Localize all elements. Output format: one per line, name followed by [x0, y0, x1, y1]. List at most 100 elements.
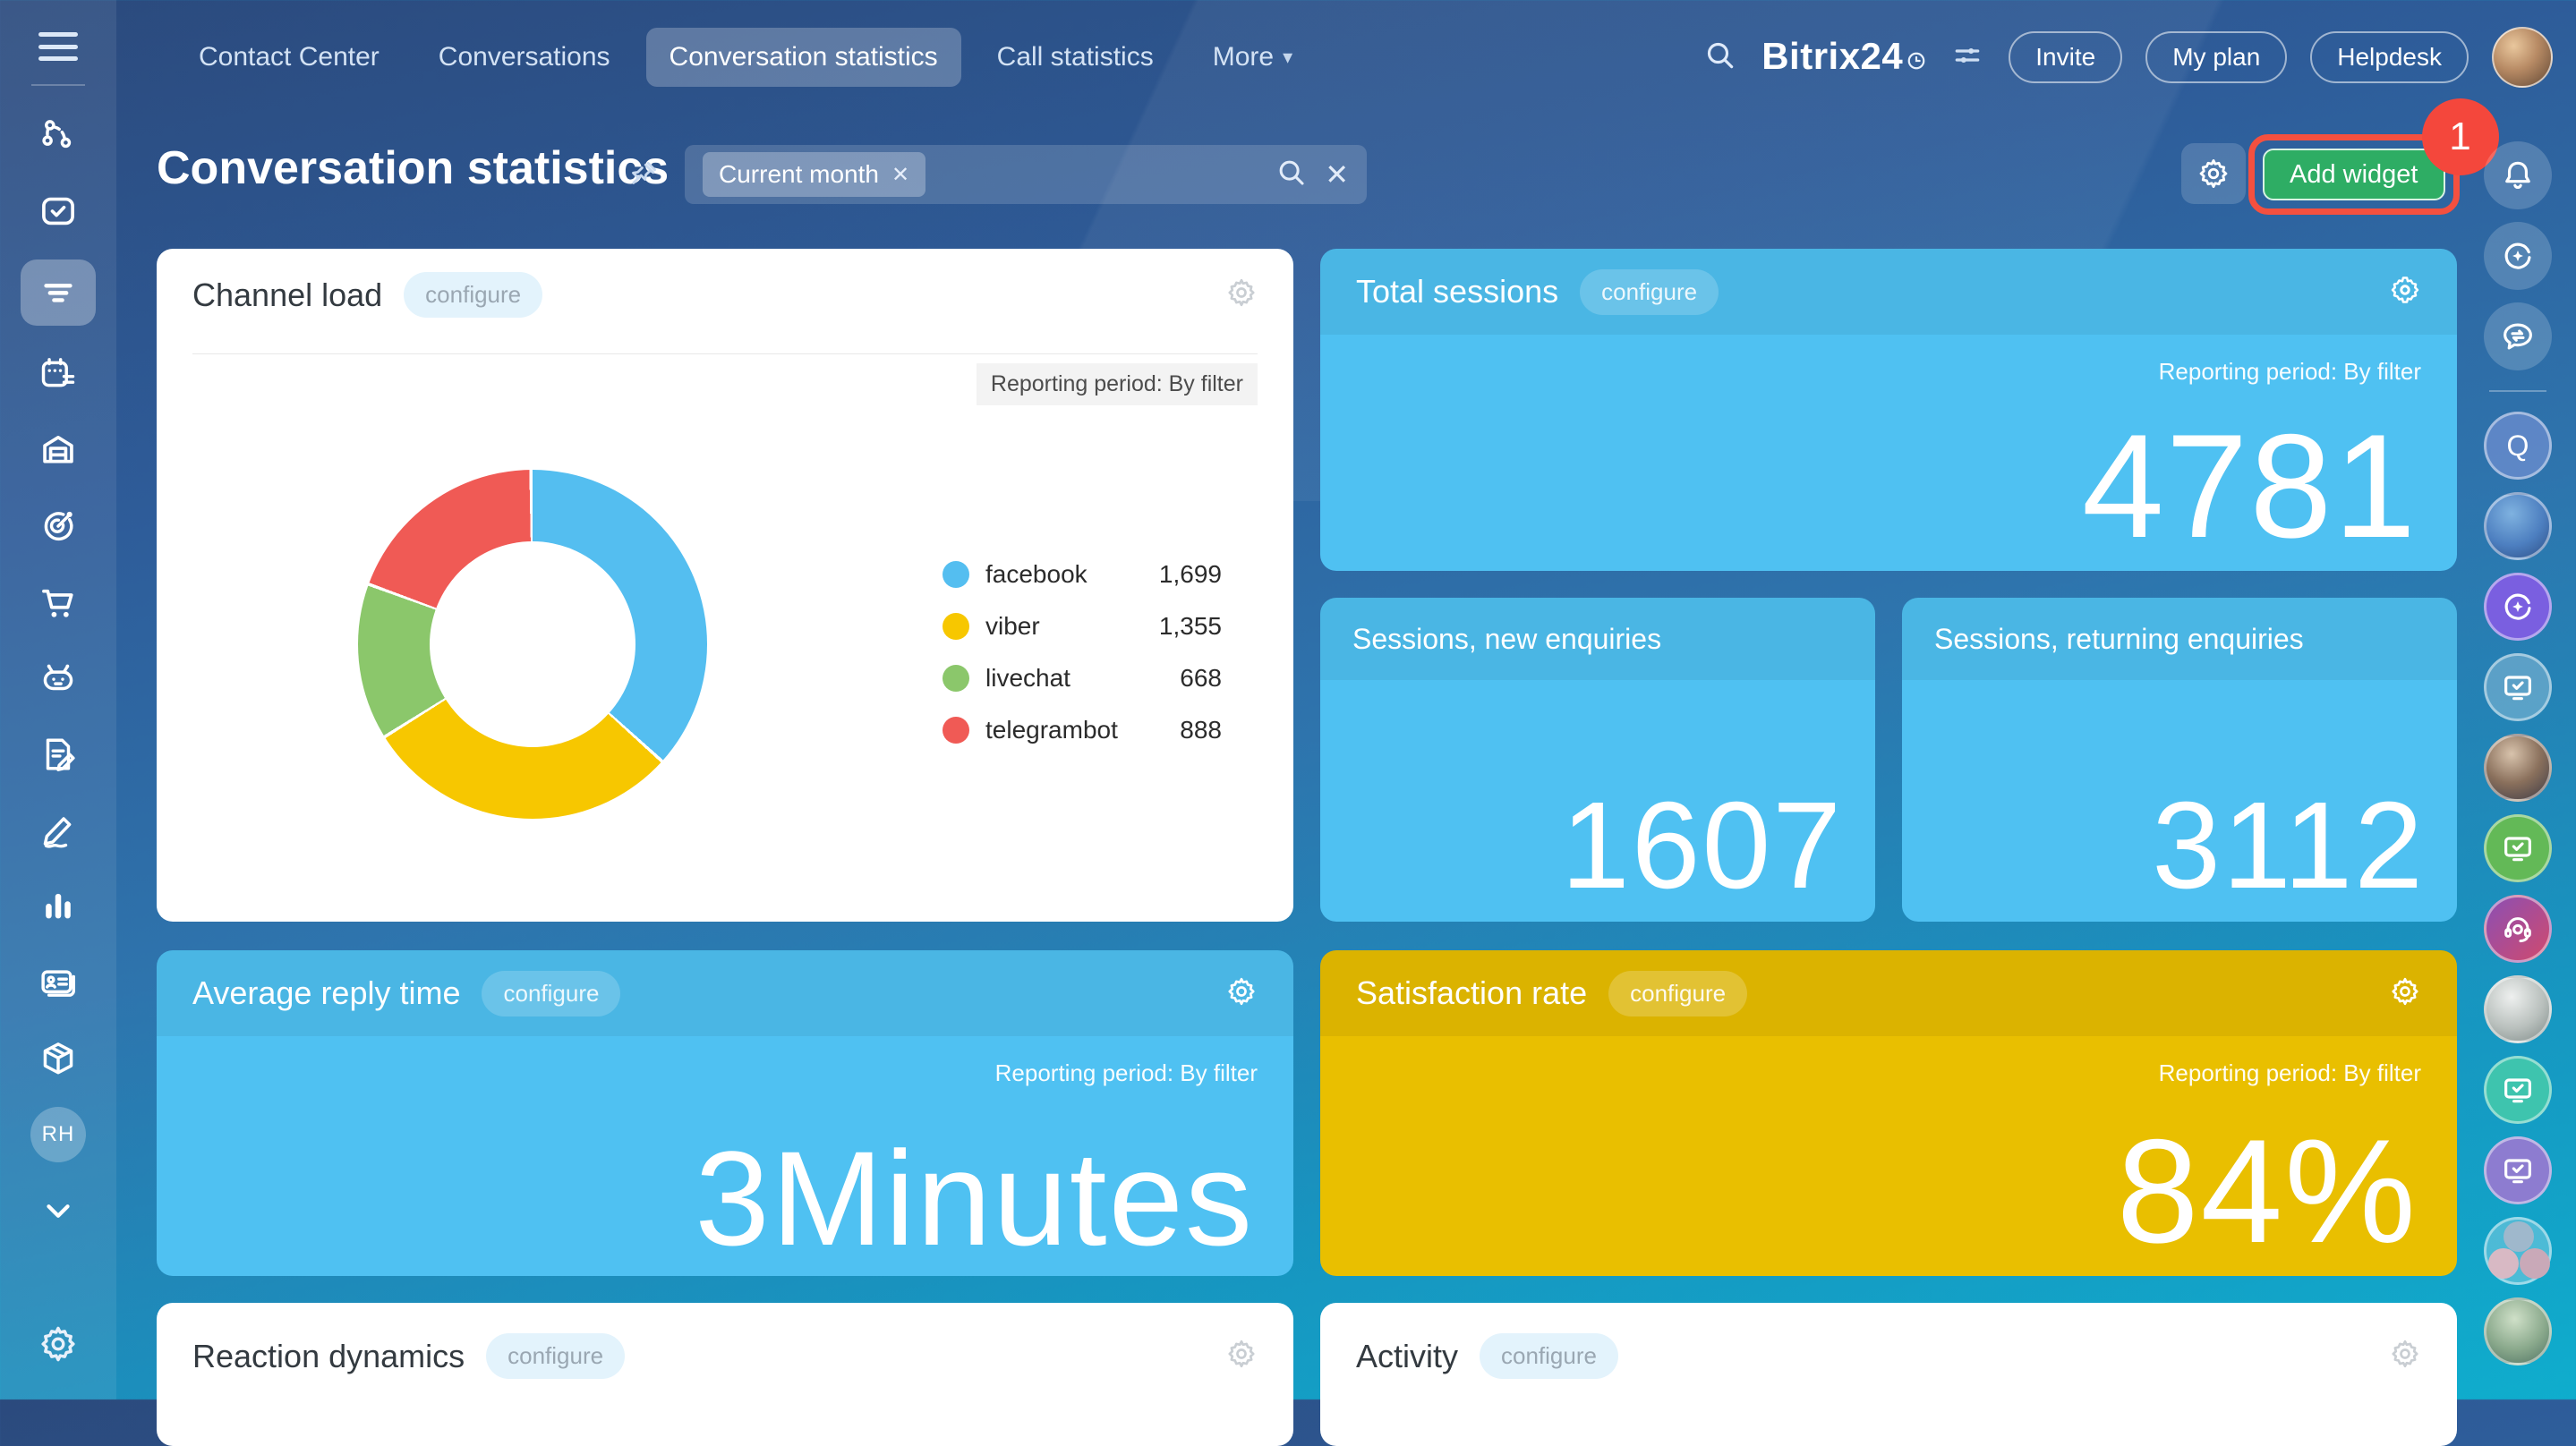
widget-gear-icon[interactable]	[1225, 975, 1258, 1012]
contact-center-icon-active[interactable]	[21, 259, 96, 326]
widget-header: Reaction dynamics configure	[157, 1303, 1293, 1402]
page-title: Conversation statistics	[157, 142, 670, 194]
clock-icon	[1906, 37, 1926, 80]
widget-header: Total sessions configure	[1320, 249, 2457, 335]
hamburger-menu-icon[interactable]	[38, 32, 78, 61]
tab-conversation-statistics[interactable]: Conversation statistics	[645, 28, 961, 87]
pin-icon[interactable]	[627, 159, 659, 196]
configure-button[interactable]: configure	[486, 1333, 626, 1379]
monitor-check-blue-icon[interactable]	[2484, 653, 2552, 721]
legend-row[interactable]: viber 1,355	[943, 612, 1222, 641]
nav-tabs: Contact Center Conversations Conversatio…	[175, 28, 1316, 87]
monitor-check-purple-icon[interactable]	[2484, 1136, 2552, 1204]
dashboard-settings-button[interactable]	[2181, 143, 2246, 204]
bitrix24-logo[interactable]: Bitrix24	[1761, 35, 1926, 80]
satisfaction-rate-widget: Satisfaction rate configure Reporting pe…	[1320, 950, 2457, 1276]
reporting-period-label: Reporting period: By filter	[2158, 1059, 2421, 1086]
configure-button[interactable]: configure	[482, 970, 621, 1016]
filter-search-icon[interactable]	[1275, 156, 1309, 194]
satisfaction-value: 84%	[2116, 1109, 2418, 1273]
chevron-down-icon[interactable]	[30, 1183, 86, 1238]
tab-conversations[interactable]: Conversations	[438, 42, 610, 72]
avatar-woman[interactable]	[2484, 1297, 2552, 1365]
search-icon[interactable]	[1702, 38, 1738, 78]
configure-button[interactable]: configure	[1580, 268, 1719, 315]
messenger-icon[interactable]	[2484, 302, 2552, 370]
tab-contact-center[interactable]: Contact Center	[199, 42, 380, 72]
storage-building-icon[interactable]	[30, 422, 86, 478]
monitor-check-green-icon[interactable]	[2484, 814, 2552, 882]
signature-icon[interactable]	[30, 803, 86, 858]
tab-more[interactable]: More ▾	[1212, 42, 1293, 72]
avatar-man[interactable]	[2484, 734, 2552, 802]
reporting-period-label: Reporting period: By filter	[2158, 358, 2421, 385]
widget-gear-icon[interactable]	[2389, 975, 2421, 1012]
widget-title: Reaction dynamics	[192, 1337, 465, 1374]
filter-icons: ✕	[1275, 156, 1349, 194]
bar-chart-icon[interactable]	[30, 879, 86, 934]
my-plan-button[interactable]: My plan	[2145, 31, 2288, 83]
filter-chip-label: Current month	[719, 160, 879, 188]
sidebar-settings-gear-icon[interactable]	[38, 1323, 79, 1369]
copilot-icon[interactable]	[2484, 222, 2552, 290]
remove-filter-icon[interactable]: ✕	[891, 162, 910, 187]
avatar-cat[interactable]	[2484, 975, 2552, 1043]
chatbot-icon[interactable]	[30, 651, 86, 706]
legend-label: viber	[985, 612, 1040, 640]
header-divider	[192, 353, 1258, 354]
widget-title: Channel load	[192, 276, 383, 313]
sliders-icon[interactable]	[1949, 38, 1985, 78]
legend-row[interactable]: telegrambot 888	[943, 716, 1222, 744]
cart-icon[interactable]	[30, 574, 86, 630]
donut-chart[interactable]	[358, 470, 707, 819]
legend-color-dot	[943, 717, 969, 744]
bitrix24-dashboard: { "topnav": { "items": [ {"label": "Cont…	[0, 0, 2576, 1399]
avatar-group[interactable]	[2484, 1217, 2552, 1285]
sidebar-divider	[31, 84, 85, 86]
configure-button[interactable]: configure	[1480, 1333, 1618, 1379]
reporting-period-label: Reporting period: By filter	[994, 1059, 1258, 1086]
widget-gear-icon[interactable]	[2389, 1338, 2421, 1374]
document-edit-icon[interactable]	[30, 727, 86, 782]
invite-button[interactable]: Invite	[2009, 31, 2123, 83]
annotation-ring: Add widget	[2248, 134, 2460, 215]
nav-right-cluster: Bitrix24 Invite My plan Helpdesk	[1702, 27, 2553, 88]
configure-button[interactable]: configure	[404, 272, 543, 318]
avatar-q[interactable]: Q	[2484, 412, 2552, 480]
avatar-girl[interactable]	[2484, 492, 2552, 560]
sidebar-profile-avatar[interactable]: RH	[30, 1107, 86, 1162]
widget-gear-icon[interactable]	[1225, 1338, 1258, 1374]
legend-row[interactable]: livechat 668	[943, 664, 1222, 693]
filter-chip-current-month[interactable]: Current month ✕	[703, 152, 926, 197]
widget-gear-icon[interactable]	[2389, 274, 2421, 310]
collab-network-icon[interactable]	[30, 107, 86, 163]
rail-divider	[2489, 390, 2546, 392]
widget-header: Average reply time configure	[157, 950, 1293, 1036]
legend-label: livechat	[985, 664, 1070, 692]
calendar-icon[interactable]	[30, 346, 86, 402]
widget-gear-icon[interactable]	[1225, 276, 1258, 313]
monitor-check-teal-icon[interactable]	[2484, 1056, 2552, 1124]
filter-search-bar[interactable]: Current month ✕ ✕	[685, 145, 1367, 204]
support-bot-headset-icon[interactable]	[2484, 895, 2552, 963]
total-sessions-value: 4781	[2081, 404, 2418, 568]
legend-row[interactable]: facebook 1,699	[943, 560, 1222, 589]
widget-header: Channel load configure	[157, 249, 1293, 341]
helpdesk-button[interactable]: Helpdesk	[2310, 31, 2469, 83]
copilot-purple-icon[interactable]	[2484, 573, 2552, 641]
crm-target-icon[interactable]	[30, 498, 86, 554]
configure-button[interactable]: configure	[1608, 970, 1748, 1016]
tasks-icon[interactable]	[30, 183, 86, 239]
tab-call-statistics[interactable]: Call statistics	[996, 42, 1154, 72]
id-card-icon[interactable]	[30, 955, 86, 1010]
user-avatar[interactable]	[2492, 27, 2553, 88]
notifications-bell-icon[interactable]	[2484, 141, 2552, 209]
add-widget-button[interactable]: Add widget	[2263, 149, 2445, 200]
widget-title: Activity	[1356, 1337, 1459, 1374]
reaction-dynamics-widget: Reaction dynamics configure	[157, 1303, 1293, 1446]
clear-filter-icon[interactable]: ✕	[1325, 158, 1349, 191]
sessions-returning-value: 3112	[2152, 777, 2425, 914]
average-reply-value: 3Minutes	[695, 1123, 1254, 1273]
package-icon[interactable]	[30, 1031, 86, 1086]
legend-value: 1,355	[1158, 612, 1222, 640]
